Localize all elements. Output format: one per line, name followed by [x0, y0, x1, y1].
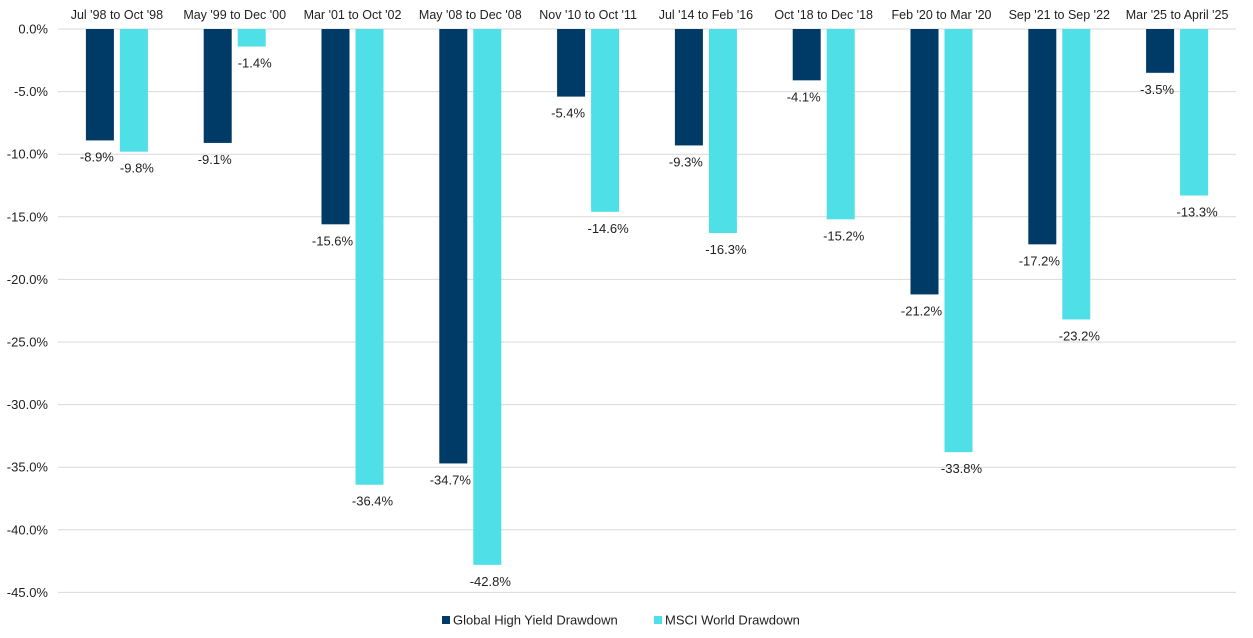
y-tick-label: -30.0% [7, 397, 49, 412]
data-label: -9.8% [120, 161, 154, 176]
category-label: Feb '20 to Mar '20 [892, 8, 992, 22]
bar-global-high-yield [203, 29, 232, 143]
bar-msci-world [591, 29, 620, 212]
data-label: -9.1% [198, 152, 232, 167]
bar-msci-world [355, 29, 384, 485]
bar-msci-world [708, 29, 737, 234]
bars [85, 29, 1209, 565]
legend: Global High Yield Drawdown MSCI World Dra… [442, 613, 800, 628]
bar-global-high-yield [674, 29, 703, 146]
data-label: -33.8% [941, 461, 983, 476]
bar-global-high-yield [557, 29, 586, 97]
category-label: Nov '10 to Oct '11 [539, 8, 637, 22]
y-tick-label: -45.0% [7, 585, 49, 600]
y-tick-label: -40.0% [7, 522, 49, 537]
data-label: -13.3% [1176, 205, 1218, 220]
category-label: Jul '98 to Oct '98 [71, 8, 163, 22]
data-label: -8.9% [80, 149, 114, 164]
bar-global-high-yield [439, 29, 468, 464]
y-tick-label: -35.0% [7, 460, 49, 475]
data-label: -5.4% [551, 106, 585, 121]
data-label: -1.4% [238, 56, 272, 71]
data-label: -15.6% [312, 233, 354, 248]
data-label: -36.4% [352, 494, 394, 509]
gridlines [58, 28, 1236, 593]
bar-msci-world [473, 29, 502, 565]
bar-msci-world [1062, 29, 1091, 320]
y-tick-label: 0.0% [18, 22, 48, 37]
bar-msci-world [119, 29, 148, 152]
bar-global-high-yield [910, 29, 939, 295]
data-label: -21.2% [901, 303, 943, 318]
data-labels: -8.9% -9.8% -9.1% -1.4% -15.6% -36.4% -34.7% -4… [80, 56, 1218, 589]
data-label: -4.1% [787, 89, 821, 104]
bar-msci-world [1180, 29, 1209, 196]
y-tick-label: -25.0% [7, 335, 49, 350]
legend-label: MSCI World Drawdown [665, 613, 800, 628]
legend-label: Global High Yield Drawdown [453, 613, 618, 628]
bar-global-high-yield [85, 29, 114, 141]
category-label: Mar '01 to Oct '02 [304, 8, 402, 22]
y-tick-label: -10.0% [7, 147, 49, 162]
y-tick-label: -20.0% [7, 272, 49, 287]
category-label: Mar '25 to April '25 [1126, 8, 1229, 22]
data-label: -34.7% [430, 472, 472, 487]
bar-global-high-yield [1028, 29, 1057, 245]
bar-msci-world [944, 29, 973, 453]
category-label: May '08 to Dec '08 [419, 8, 522, 22]
legend-swatch [442, 616, 450, 624]
category-label: Oct '18 to Dec '18 [774, 8, 873, 22]
data-label: -9.3% [669, 154, 703, 169]
data-label: -15.2% [823, 228, 865, 243]
data-label: -14.6% [587, 221, 629, 236]
data-label: -3.5% [1140, 82, 1174, 97]
legend-swatch [654, 616, 662, 624]
data-label: -23.2% [1059, 328, 1101, 343]
data-label: -42.8% [470, 574, 512, 589]
bar-msci-world [237, 29, 266, 47]
y-tick-label: -15.0% [7, 209, 49, 224]
category-label: May '99 to Dec '00 [183, 8, 286, 22]
data-label: -16.3% [705, 242, 747, 257]
category-label: Jul '14 to Feb '16 [659, 8, 753, 22]
data-label: -17.2% [1019, 253, 1061, 268]
bar-global-high-yield [321, 29, 350, 225]
bar-msci-world [826, 29, 855, 220]
y-axis-ticks: 0.0% -5.0% -10.0% -15.0% -20.0% -25.0% -30.0% -… [7, 22, 49, 600]
bar-global-high-yield [1146, 29, 1175, 73]
category-labels: Jul '98 to Oct '98 May '99 to Dec '00 Mar … [71, 8, 1229, 22]
y-tick-label: -5.0% [14, 84, 48, 99]
category-label: Sep '21 to Sep '22 [1009, 8, 1110, 22]
bar-global-high-yield [792, 29, 821, 81]
